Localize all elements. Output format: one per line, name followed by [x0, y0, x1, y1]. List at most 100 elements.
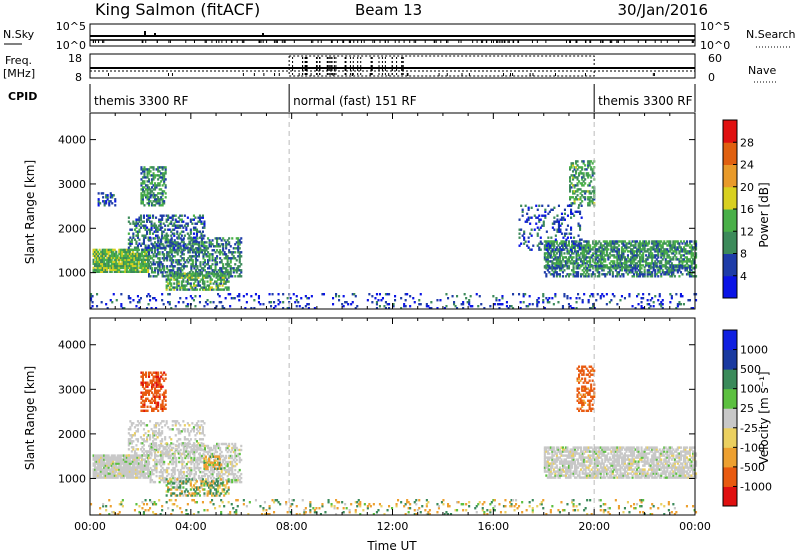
range-time-cell	[496, 303, 500, 306]
range-time-cell	[664, 273, 667, 276]
range-time-cell	[125, 270, 128, 273]
range-time-cell	[131, 466, 134, 469]
range-time-cell	[655, 258, 658, 261]
range-time-cell	[406, 293, 409, 296]
range-time-cell	[238, 269, 241, 272]
range-time-cell	[141, 186, 145, 189]
range-time-cell	[177, 280, 180, 283]
range-time-cell	[95, 264, 98, 268]
range-time-cell	[164, 468, 167, 472]
range-time-cell	[101, 262, 104, 266]
range-time-cell	[607, 242, 610, 245]
range-time-cell	[546, 269, 549, 272]
range-time-cell	[648, 256, 651, 259]
range-time-cell	[179, 271, 182, 274]
range-time-cell	[149, 478, 152, 482]
range-time-cell	[220, 276, 223, 279]
range-time-cell	[584, 254, 587, 257]
range-time-cell	[113, 454, 116, 457]
range-time-cell	[152, 468, 155, 472]
range-time-cell	[150, 228, 153, 231]
range-time-cell	[580, 260, 583, 263]
range-time-cell	[151, 186, 154, 189]
range-time-cell	[205, 263, 208, 266]
range-time-cell	[670, 295, 673, 298]
range-time-cell	[133, 238, 137, 241]
range-time-cell	[630, 271, 633, 274]
range-time-cell	[545, 264, 548, 267]
range-time-cell	[142, 254, 145, 258]
range-time-cell	[148, 202, 151, 205]
range-time-cell	[157, 271, 160, 274]
range-time-cell	[170, 282, 173, 285]
range-time-cell	[139, 456, 142, 459]
range-time-cell	[583, 256, 586, 259]
range-time-cell	[595, 299, 598, 302]
range-time-cell	[282, 307, 285, 310]
range-time-cell	[158, 251, 161, 254]
range-time-cell	[529, 222, 532, 225]
range-time-cell	[165, 234, 168, 237]
range-time-cell	[133, 254, 136, 258]
range-time-cell	[557, 222, 561, 225]
range-time-cell	[136, 462, 139, 465]
range-time-cell	[122, 476, 125, 479]
range-time-cell	[180, 220, 183, 223]
range-time-cell	[332, 297, 335, 300]
range-time-cell	[204, 301, 208, 304]
range-time-cell	[217, 272, 220, 275]
range-time-cell	[152, 192, 155, 195]
range-time-cell	[136, 246, 140, 249]
range-time-cell	[652, 254, 655, 257]
range-time-cell	[184, 243, 187, 246]
range-time-cell	[223, 278, 226, 281]
range-time-cell	[620, 248, 624, 251]
freq-normal-box	[288, 55, 595, 77]
range-time-cell	[121, 254, 124, 258]
range-time-cell	[119, 466, 122, 469]
range-time-cell	[122, 248, 125, 252]
range-time-cell	[688, 267, 692, 270]
range-time-cell	[687, 273, 690, 276]
range-time-cell	[666, 248, 669, 251]
range-time-cell	[366, 299, 369, 302]
range-time-cell	[539, 242, 542, 245]
range-time-cell	[469, 305, 472, 308]
range-time-cell	[581, 190, 584, 193]
range-time-cell	[592, 260, 595, 263]
range-time-cell	[161, 243, 164, 246]
range-time-cell	[642, 246, 645, 249]
range-time-cell	[588, 184, 591, 187]
range-time-cell	[572, 162, 575, 165]
range-time-cell	[655, 242, 658, 245]
range-time-cell	[610, 254, 613, 257]
range-time-cell	[630, 262, 633, 265]
range-time-cell	[167, 240, 170, 243]
range-time-cell	[574, 242, 577, 245]
range-time-cell	[142, 268, 145, 271]
range-time-cell	[143, 176, 146, 179]
range-time-cell	[184, 456, 187, 460]
range-time-cell	[214, 265, 217, 268]
range-time-cell	[146, 188, 149, 191]
range-time-cell	[203, 274, 206, 277]
range-time-cell	[224, 282, 227, 285]
range-time-cell	[185, 280, 188, 283]
range-time-cell	[188, 472, 191, 476]
range-time-cell	[197, 245, 201, 248]
range-time-cell	[130, 474, 133, 477]
range-time-cell	[657, 254, 660, 257]
range-time-cell	[678, 267, 681, 270]
range-time-cell	[107, 454, 110, 457]
range-time-cell	[92, 472, 95, 475]
range-time-cell	[572, 178, 575, 181]
range-time-cell	[172, 476, 175, 480]
range-time-cell	[670, 244, 673, 247]
range-time-cell	[127, 474, 130, 477]
range-time-cell	[170, 458, 173, 462]
range-time-cell	[163, 200, 166, 203]
range-time-cell	[176, 259, 179, 262]
range-time-cell	[140, 172, 143, 175]
range-time-cell	[154, 480, 157, 484]
range-time-cell	[234, 251, 237, 254]
